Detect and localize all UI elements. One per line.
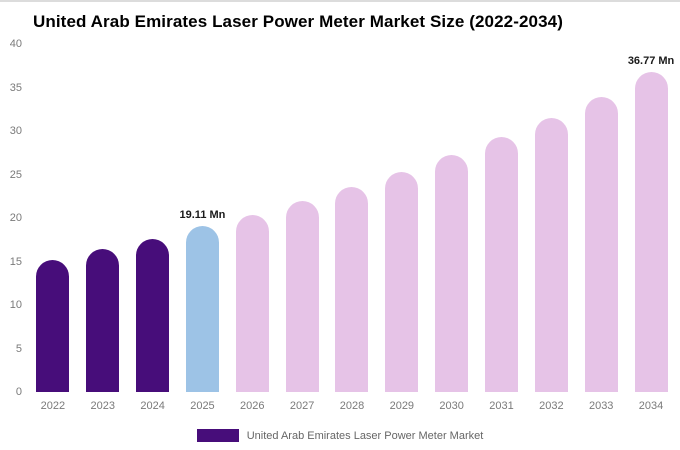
bar-2026[interactable]: [235, 214, 269, 392]
x-axis-tick-label: 2028: [339, 400, 365, 412]
x-axis-tick-label: 2029: [389, 400, 415, 412]
x-axis-tick-label: 2027: [289, 400, 315, 412]
y-axis-tick-label: 15: [9, 255, 22, 268]
bar-column-2024: 2024: [128, 44, 178, 412]
bar-2030[interactable]: [435, 155, 469, 392]
x-axis-tick-label: 2024: [140, 400, 165, 412]
x-axis-tick-label: 2025: [190, 400, 215, 412]
bar-column-2033: 2033: [576, 44, 626, 412]
value-label-2034: 36.77 Mn: [627, 55, 675, 68]
bar-column-2029: 2029: [377, 44, 427, 412]
legend-swatch: [196, 429, 239, 442]
bar-column-2028: 2028: [327, 44, 377, 412]
x-axis-tick-label: 2023: [90, 400, 115, 412]
y-axis-tick-label: 0: [15, 386, 22, 398]
x-axis-tick-label: 2030: [439, 400, 464, 412]
x-axis-tick-label: 2031: [489, 400, 514, 412]
bar-2023[interactable]: [86, 249, 120, 392]
bar-column-2026: 2026: [227, 44, 277, 412]
bar-2024[interactable]: [136, 238, 170, 392]
bar-column-2022: 2022: [28, 44, 78, 412]
x-axis-tick-label: 2026: [240, 400, 265, 412]
bar-2025[interactable]: [185, 225, 219, 392]
bar-column-2025: 19.11 Mn 2025: [178, 44, 228, 412]
bar-column-2034: 36.77 Mn 2034: [626, 44, 676, 412]
x-axis-tick-label: 2033: [588, 400, 614, 412]
bar-2033[interactable]: [584, 97, 618, 392]
y-axis-tick-label: 10: [9, 299, 22, 311]
bar-column-2023: 2023: [78, 44, 128, 412]
bar-column-2030: 2030: [427, 44, 477, 412]
bar-column-2032: 2032: [526, 44, 576, 412]
y-axis-tick-label: 40: [9, 38, 22, 50]
value-label-2025: 19.11 Mn: [179, 208, 226, 221]
bar-2031[interactable]: [485, 137, 519, 392]
bar-2022[interactable]: [36, 259, 70, 392]
x-axis-tick-label: 2032: [539, 400, 564, 412]
bar-2034[interactable]: [634, 72, 668, 392]
y-axis-tick-label: 20: [9, 212, 22, 224]
bar-2027[interactable]: [285, 200, 319, 392]
legend-label: United Arab Emirates Laser Power Meter M…: [246, 429, 484, 442]
y-axis-tick-label: 5: [15, 342, 22, 355]
x-axis-tick-label: 2022: [40, 400, 66, 412]
bar-column-2031: 2031: [477, 44, 527, 412]
y-axis: 0 5 10 15 20 25 30 35 40: [0, 38, 22, 398]
bar-2028[interactable]: [335, 186, 369, 392]
y-axis-tick-label: 25: [9, 168, 22, 181]
legend[interactable]: United Arab Emirates Laser Power Meter M…: [0, 429, 680, 442]
y-axis-tick-label: 35: [9, 81, 22, 94]
bar-2029[interactable]: [385, 171, 419, 392]
bar-2032[interactable]: [534, 117, 568, 392]
chart-title: United Arab Emirates Laser Power Meter M…: [33, 12, 563, 31]
y-axis-tick-label: 30: [9, 125, 22, 137]
x-axis-tick-label: 2034: [638, 400, 664, 412]
plot-area: 2022 2023 2024 19.11 Mn 2025 2026 2027 2028 2029…: [28, 44, 676, 412]
bar-column-2027: 2027: [277, 44, 327, 412]
